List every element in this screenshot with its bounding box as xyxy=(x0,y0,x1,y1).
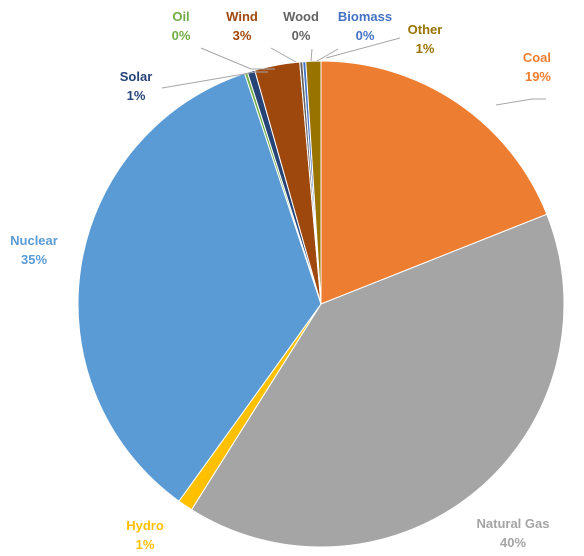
slice-nuclear xyxy=(77,72,322,502)
leader-line-wind xyxy=(270,47,297,63)
slice-other xyxy=(305,60,322,305)
data-label-percent: 0% xyxy=(356,28,375,43)
data-label-category: Wood xyxy=(283,9,319,24)
data-label-category: Solar xyxy=(120,69,153,84)
data-label-percent: 3% xyxy=(233,28,252,43)
data-label-biomass: Biomass 0% xyxy=(338,9,392,43)
leader-line-other xyxy=(325,37,401,59)
leader-line-coal xyxy=(495,98,546,106)
leader-line-biomass xyxy=(316,48,339,62)
data-label-wind: Wind 3% xyxy=(226,9,258,43)
leader-line-solar xyxy=(161,71,268,89)
data-label-category: Natural Gas xyxy=(477,516,550,531)
data-label-coal: Coal 19% xyxy=(523,50,552,84)
data-label-category: Biomass xyxy=(338,9,392,24)
slice-natural-gas xyxy=(190,213,565,548)
data-label-category: Coal xyxy=(523,50,551,65)
data-label-percent: 1% xyxy=(136,537,155,552)
data-label-category: Nuclear xyxy=(10,233,58,248)
data-label-category: Other xyxy=(408,22,443,37)
leader-line-oil xyxy=(200,47,275,70)
data-label-category: Wind xyxy=(226,9,258,24)
data-label-percent: 19% xyxy=(525,69,551,84)
data-label-nuclear: Nuclear 35% xyxy=(10,233,58,267)
data-labels: Coal 19% Natural Gas 40% Hydro 1% Nuclear 35% Oi… xyxy=(10,9,551,552)
leader-line-wood xyxy=(310,48,313,62)
data-label-percent: 0% xyxy=(292,28,311,43)
data-label-percent: 35% xyxy=(21,252,47,267)
data-label-percent: 0% xyxy=(172,28,191,43)
data-label-percent: 40% xyxy=(500,535,526,550)
leader-lines xyxy=(161,37,546,106)
data-label-oil: Oil 0% xyxy=(172,9,191,43)
data-label-solar: Solar 1% xyxy=(120,69,153,103)
data-label-category: Oil xyxy=(172,9,189,24)
pie-slices xyxy=(77,60,565,548)
data-label-percent: 1% xyxy=(416,41,435,56)
data-label-percent: 1% xyxy=(127,88,146,103)
data-label-other: Other 1% xyxy=(408,22,443,56)
data-label-category: Hydro xyxy=(126,518,164,533)
data-label-natural-gas: Natural Gas 40% xyxy=(477,516,550,550)
slice-coal xyxy=(320,60,548,305)
data-label-hydro: Hydro 1% xyxy=(126,518,164,552)
data-label-wood: Wood 0% xyxy=(283,9,319,43)
